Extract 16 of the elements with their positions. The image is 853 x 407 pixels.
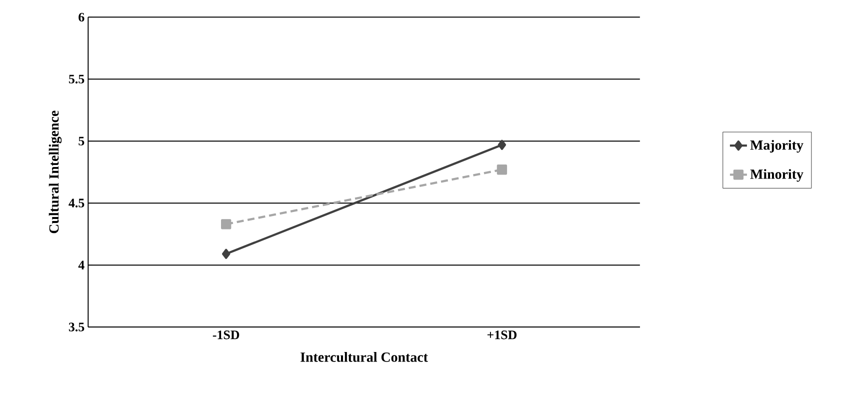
point bbox=[222, 248, 230, 259]
point bbox=[498, 140, 506, 150]
y-tick-label: 4 bbox=[78, 260, 84, 270]
point bbox=[496, 164, 508, 175]
point bbox=[221, 218, 232, 230]
x-axis-title: Intercultural Contact bbox=[300, 352, 428, 362]
y-tick-label: 5.5 bbox=[68, 74, 84, 84]
x-tick-label: -1SD bbox=[212, 330, 240, 340]
legend-label: Minority bbox=[750, 168, 804, 182]
y-tick-label: 6 bbox=[78, 12, 84, 22]
legend-label: Majority bbox=[750, 140, 804, 153]
x-tick-label: +1SD bbox=[487, 330, 517, 340]
y-tick-label: 5 bbox=[78, 136, 84, 146]
y-tick-label: 3.5 bbox=[68, 322, 84, 332]
y-tick-label: 4.5 bbox=[68, 198, 84, 208]
y-axis-title: Cultural Intelligence bbox=[48, 110, 62, 234]
